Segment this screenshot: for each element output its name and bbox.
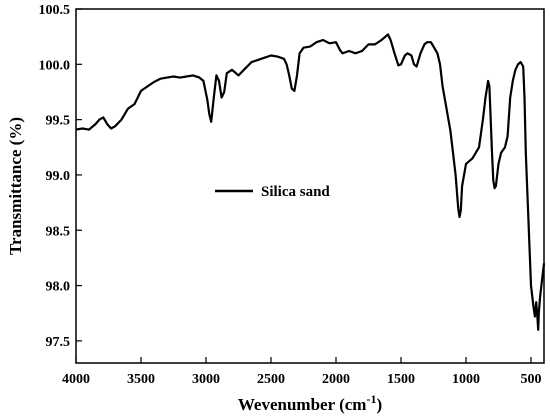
y-axis-title: Transmittance (%) xyxy=(6,117,25,255)
x-tick-label: 1500 xyxy=(387,372,415,387)
x-axis-title: Wevenumber (cm-1) xyxy=(238,392,382,414)
y-tick-label: 97.5 xyxy=(46,335,71,350)
x-tick-label: 500 xyxy=(521,372,542,387)
x-tick-label: 2500 xyxy=(257,372,285,387)
series-line-silica-sand xyxy=(75,33,546,331)
y-tick-label: 100.5 xyxy=(39,3,71,18)
x-axis: 4000 3500 3000 2500 2000 1500 1000 500 xyxy=(62,357,542,387)
y-tick-label: 98.5 xyxy=(46,224,71,239)
y-tick-label: 99.5 xyxy=(46,114,71,129)
y-tick-label: 99.0 xyxy=(46,169,71,184)
x-tick-label: 4000 xyxy=(62,372,90,387)
legend: Silica sand xyxy=(215,184,330,200)
x-tick-label: 3000 xyxy=(192,372,220,387)
plot-frame xyxy=(75,8,545,364)
y-axis: 97.5 98.0 98.5 99.0 99.5 100.0 100.5 xyxy=(39,3,82,350)
x-tick-label: 2000 xyxy=(322,372,350,387)
x-tick-label: 1000 xyxy=(452,372,480,387)
legend-label: Silica sand xyxy=(261,184,330,200)
y-tick-label: 100.0 xyxy=(39,58,71,73)
y-tick-label: 98.0 xyxy=(46,280,71,295)
x-tick-label: 3500 xyxy=(127,372,155,387)
